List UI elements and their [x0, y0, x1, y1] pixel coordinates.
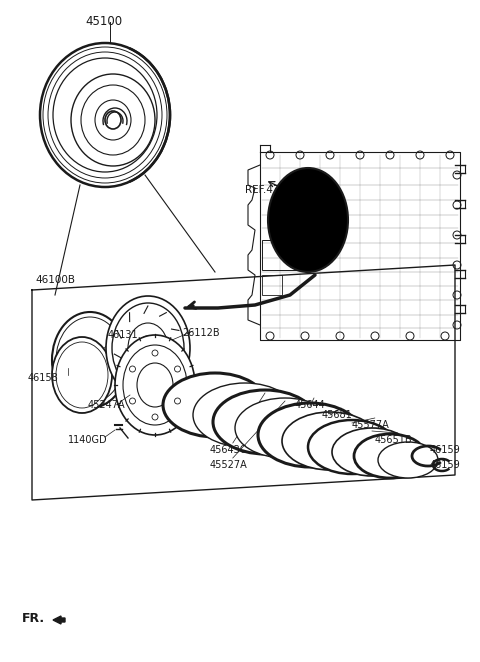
Ellipse shape: [138, 336, 158, 360]
Text: FR.: FR.: [22, 612, 45, 624]
Ellipse shape: [378, 442, 438, 478]
Ellipse shape: [71, 74, 155, 166]
Ellipse shape: [332, 428, 412, 476]
Ellipse shape: [52, 312, 128, 408]
Text: 26112B: 26112B: [182, 328, 220, 338]
Text: 45527A: 45527A: [210, 460, 248, 470]
Ellipse shape: [235, 398, 335, 458]
Text: 45643C: 45643C: [210, 445, 248, 455]
Text: 46100B: 46100B: [35, 275, 75, 285]
Ellipse shape: [282, 412, 378, 470]
Text: 45577A: 45577A: [352, 420, 390, 430]
Text: 45681: 45681: [322, 410, 353, 420]
Ellipse shape: [40, 43, 170, 187]
Ellipse shape: [213, 390, 317, 454]
Ellipse shape: [258, 403, 362, 467]
Text: 45100: 45100: [85, 15, 122, 28]
Ellipse shape: [163, 373, 267, 437]
Ellipse shape: [193, 383, 297, 447]
Text: 1140GD: 1140GD: [68, 435, 108, 445]
Bar: [262, 275, 282, 295]
Text: 45651B: 45651B: [375, 435, 413, 445]
FancyArrow shape: [53, 616, 65, 624]
Ellipse shape: [105, 111, 121, 129]
Text: 45644: 45644: [295, 400, 326, 410]
Text: REF.43-450C: REF.43-450C: [245, 185, 311, 195]
Text: 45247A: 45247A: [88, 400, 126, 410]
Ellipse shape: [308, 420, 396, 474]
Bar: [262, 240, 297, 270]
Text: 46158: 46158: [28, 373, 59, 383]
Ellipse shape: [354, 434, 426, 478]
Ellipse shape: [115, 335, 195, 435]
Text: 46159: 46159: [430, 445, 461, 455]
Text: 46131: 46131: [108, 330, 139, 340]
Ellipse shape: [52, 337, 112, 413]
Ellipse shape: [106, 296, 190, 400]
Ellipse shape: [268, 168, 348, 272]
Text: 46159: 46159: [430, 460, 461, 470]
